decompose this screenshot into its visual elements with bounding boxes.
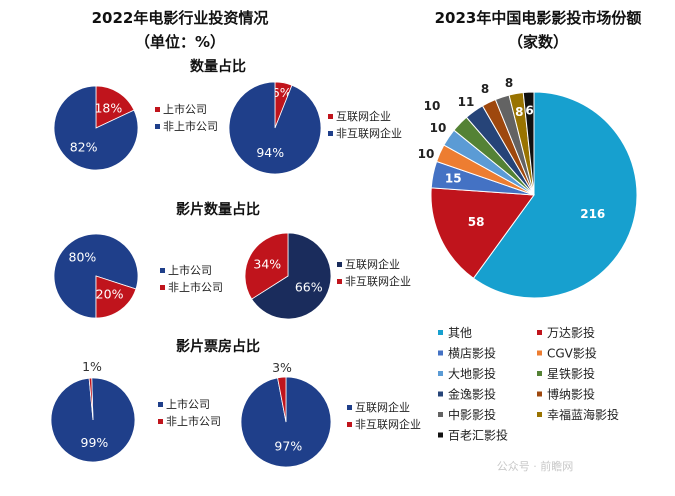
market-share-title: 2023年中国电影影投市场份额 — [435, 9, 642, 27]
pie-legend-label-0-0-1: 非上市公司 — [163, 119, 218, 133]
pie-legend-label-2-1-0: 互联网企业 — [355, 400, 410, 414]
pie-legend-swatch-1-0-1 — [160, 285, 165, 290]
pie-legend-swatch-2-0-1 — [158, 419, 163, 424]
pie-label-0-0-1: 82% — [70, 140, 98, 155]
pie-slice-1-1-1 — [244, 232, 289, 300]
share-slice-label-1: 58 — [468, 215, 485, 229]
pie-legend-label-0-0-0: 上市公司 — [163, 102, 207, 116]
share-legend-label-0: 其他 — [448, 326, 472, 340]
pie-legend-swatch-1-1-1 — [337, 279, 342, 284]
share-legend-swatch-2 — [438, 350, 443, 356]
share-legend-swatch-0 — [438, 330, 443, 335]
pie-slice-1-1-0 — [251, 232, 332, 320]
section-title-film-count: 影片数量占比 — [176, 201, 260, 218]
share-legend-swatch-4 — [438, 371, 443, 376]
share-slice-label-6: 11 — [458, 95, 475, 109]
share-legend-label-3: CGV影投 — [547, 346, 597, 361]
section-title-count: 数量占比 — [190, 58, 246, 75]
section-title-box-office: 影片票房占比 — [176, 338, 260, 355]
pie-legend-swatch-2-1-0 — [347, 405, 352, 410]
pie-legend-label-1-1-1: 非互联网企业 — [345, 274, 411, 288]
pie-legend-label-2-1-1: 非互联网企业 — [355, 417, 421, 431]
pie-slice-0-0-0 — [95, 85, 135, 129]
share-slice-label-7: 8 — [481, 82, 489, 96]
pie-label-0-1-1: 94% — [256, 145, 284, 160]
pie-legend-swatch-1-1-0 — [337, 262, 342, 267]
pie-legend-swatch-0-1-0 — [328, 114, 333, 119]
pie-slice-0-1-1 — [228, 81, 322, 175]
pie-label-1-0-0: 80% — [69, 249, 97, 264]
pie-label-2-1-1: 3% — [272, 360, 292, 375]
pie-slice-2-1-1 — [277, 376, 287, 423]
pie-label-2-0-0: 99% — [81, 435, 109, 450]
share-legend-label-5: 星铁影投 — [547, 366, 595, 381]
left-panel-subtitle: （单位：%） — [135, 33, 225, 51]
left-panel-title: 2022年电影行业投资情况 — [92, 9, 269, 27]
pie-legend-label-0-1-0: 互联网企业 — [336, 109, 391, 123]
pie-slice-2-0-1 — [88, 377, 94, 421]
left-pie-group: 18%82%上市公司非上市公司6%94%互联网企业非互联网企业80%20%上市公… — [50, 81, 421, 468]
share-legend-swatch-3 — [537, 350, 542, 356]
pie-label-0-1-0: 6% — [272, 85, 292, 100]
share-slice-label-2: 15 — [445, 172, 462, 186]
pie-legend-label-1-0-1: 非上市公司 — [168, 280, 223, 294]
share-legend-swatch-5 — [537, 371, 542, 376]
share-legend-label-8: 中影影投 — [448, 407, 496, 422]
share-legend-swatch-8 — [438, 412, 443, 417]
share-slice-0 — [472, 91, 638, 299]
pie-legend-swatch-2-1-1 — [347, 422, 352, 427]
share-slice-label-8: 8 — [505, 76, 513, 90]
share-legend-label-4: 大地影投 — [448, 366, 496, 381]
share-legend-swatch-10 — [438, 432, 443, 438]
share-legend-swatch-7 — [537, 391, 542, 397]
share-slice-1 — [430, 187, 535, 280]
pie-legend-label-2-0-1: 非上市公司 — [166, 414, 221, 428]
share-slice-label-10: 6 — [525, 104, 533, 118]
pie-legend-label-2-0-0: 上市公司 — [166, 397, 210, 411]
share-legend-swatch-6 — [438, 391, 443, 397]
pie-legend-swatch-1-0-0 — [160, 268, 165, 273]
watermark-text: 公众号 · 前瞻网 — [497, 459, 574, 473]
share-legend-label-6: 金逸影投 — [448, 387, 496, 402]
pie-slice-1-0-1 — [95, 275, 137, 319]
share-legend-swatch-9 — [537, 412, 542, 417]
pie-legend-label-1-0-0: 上市公司 — [168, 263, 212, 277]
share-legend-label-2: 横店影投 — [448, 346, 496, 361]
pie-legend-swatch-0-0-1 — [155, 124, 160, 129]
share-slice-label-5: 10 — [424, 99, 441, 113]
share-legend-swatch-1 — [537, 330, 542, 335]
pie-legend-swatch-2-0-0 — [158, 402, 163, 407]
share-legend-label-1: 万达影投 — [547, 325, 595, 340]
pie-label-1-1-0: 66% — [295, 279, 323, 294]
pie-label-2-0-1: 1% — [82, 359, 102, 374]
share-slice-10 — [522, 91, 535, 196]
pie-label-1-0-1: 20% — [96, 287, 124, 302]
share-slice-label-3: 10 — [418, 147, 435, 161]
pie-legend-swatch-0-0-0 — [155, 107, 160, 112]
pie-legend-label-0-1-1: 非互联网企业 — [336, 126, 402, 140]
share-legend-label-7: 博纳影投 — [547, 387, 595, 402]
pie-legend-label-1-1-0: 互联网企业 — [345, 257, 400, 271]
share-slice-label-0: 216 — [580, 207, 605, 221]
pie-legend-swatch-0-1-1 — [328, 131, 333, 136]
market-share-subtitle: （家数） — [508, 33, 568, 51]
pie-label-2-1-0: 97% — [274, 439, 302, 454]
share-slice-label-4: 10 — [430, 121, 447, 135]
share-slice-label-9: 8 — [515, 105, 523, 119]
pie-slice-0-0-1 — [53, 85, 139, 171]
pie-label-1-1-1: 34% — [253, 257, 281, 272]
share-legend-label-10: 百老汇影投 — [448, 428, 508, 443]
pie-label-0-0-0: 18% — [94, 100, 122, 115]
share-legend-label-9: 幸福蓝海影投 — [547, 407, 619, 422]
